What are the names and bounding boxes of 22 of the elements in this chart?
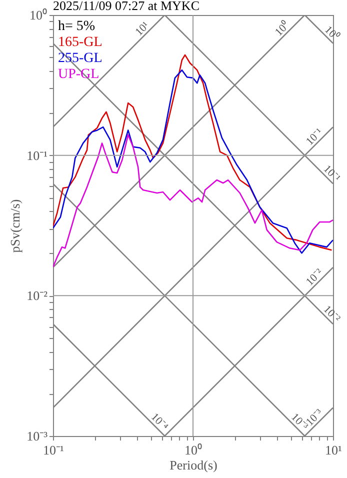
x-tick-label: 10⁰ xyxy=(184,442,202,458)
annotation: 10⁻¹ xyxy=(304,126,326,148)
y-tick-label: 10⁰ xyxy=(30,8,48,22)
annotation: 10⁻⁴ xyxy=(148,411,170,433)
text: UP-GL xyxy=(58,67,100,82)
annotation: h= 5% xyxy=(58,19,96,34)
x-tick-label: 10¹ xyxy=(325,442,342,458)
text: 255-GL xyxy=(58,51,102,66)
x-tick-label: 10⁻¹ xyxy=(43,442,64,458)
annotation: 10⁰ xyxy=(272,18,292,38)
annotation: 10⁰ xyxy=(322,23,342,43)
y-tick-label: 10⁻³ xyxy=(26,428,48,444)
annotation: 10⁻¹ xyxy=(320,163,342,184)
y-axis-title: pSv(cm/s) xyxy=(8,199,23,253)
text: 165-GL xyxy=(58,35,102,50)
y-tick-label: 10⁻² xyxy=(26,288,48,304)
y-tick-label: 10⁻¹ xyxy=(26,148,48,163)
x-axis-title: Period(s) xyxy=(170,458,218,472)
chart-title: 2025/11/09 07:27 at MYKC xyxy=(53,0,200,13)
annotation: 10⁻² xyxy=(304,266,326,288)
annotation: 10⁻² xyxy=(320,303,343,326)
annotation: 10¹ xyxy=(133,20,152,38)
